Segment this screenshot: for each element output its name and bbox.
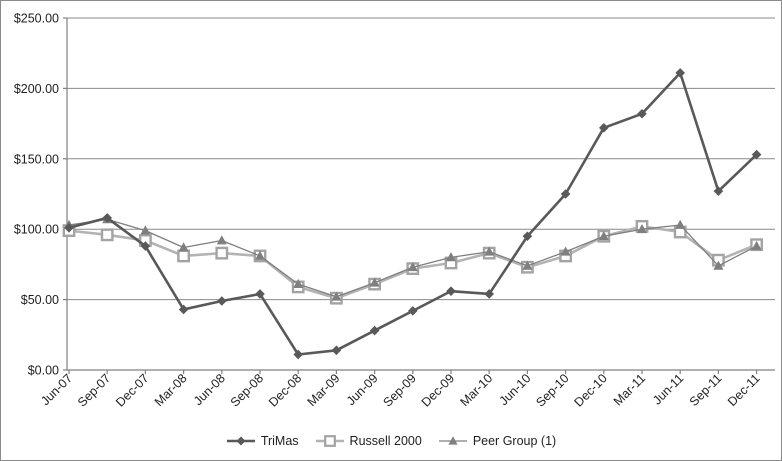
legend-label: Peer Group (1) [472, 434, 557, 448]
chart-legend: TriMas Russell 2000 Peer Group (1) [1, 428, 781, 454]
y-axis-tick-label: $150.00 [14, 152, 59, 166]
x-axis-tick-label: Dec-09 [419, 371, 457, 409]
data-point-marker [751, 149, 762, 160]
russell-2000-line-marker-icon [315, 435, 344, 447]
x-axis-tick-label: Jun-09 [344, 371, 381, 408]
data-point-marker [446, 252, 456, 262]
data-point-marker [331, 291, 342, 301]
y-axis-tick-label: $100.00 [14, 223, 59, 237]
data-point-marker [599, 123, 609, 133]
triangle-marker-icon [448, 436, 458, 445]
data-point-marker [484, 246, 495, 256]
data-point-marker [446, 286, 456, 296]
legend-label: Russell 2000 [349, 434, 422, 448]
legend-item-trimas: TriMas [226, 434, 299, 448]
y-axis-tick-label: $250.00 [14, 12, 59, 26]
data-point-marker [522, 260, 533, 270]
x-axis-tick-label: Dec-07 [113, 371, 151, 409]
x-axis-tick-label: Jun-08 [191, 371, 228, 408]
data-point-marker [369, 277, 380, 287]
data-point-marker [637, 108, 647, 119]
peer-group-line-marker-icon [438, 436, 467, 445]
data-point-marker [560, 246, 571, 256]
data-point-marker [713, 260, 724, 270]
x-axis-tick-label: Sep-09 [381, 371, 419, 409]
data-point-marker [255, 289, 265, 299]
legend-item-peer-group: Peer Group (1) [438, 434, 556, 448]
data-point-marker [216, 235, 227, 245]
data-point-marker [560, 189, 571, 199]
series-line-peer-group-1- [68, 218, 757, 298]
legend-item-russell-2000: Russell 2000 [315, 434, 422, 448]
x-axis-tick-label: Jun-10 [497, 371, 534, 408]
data-point-marker [64, 222, 74, 233]
x-axis-tick-label: Jun-11 [650, 371, 686, 407]
data-point-marker [178, 242, 189, 252]
data-point-marker [598, 231, 609, 241]
data-point-marker [369, 325, 380, 336]
x-axis-tick-label: Sep-10 [533, 371, 571, 409]
x-axis-tick-label: Mar-11 [611, 371, 648, 408]
x-axis-tick-label: Dec-10 [572, 371, 610, 409]
data-point-marker [217, 296, 227, 306]
data-point-marker [215, 246, 229, 260]
data-point-marker [293, 349, 303, 360]
y-axis-tick-label: $200.00 [14, 82, 59, 96]
x-axis-tick-label: Sep-08 [228, 371, 266, 409]
x-axis-tick-label: Mar-08 [152, 371, 190, 409]
data-point-marker [177, 249, 190, 263]
data-point-marker [675, 68, 685, 78]
data-point-marker [408, 306, 418, 316]
data-point-marker [102, 213, 112, 223]
x-axis-tick-label: Sep-11 [687, 371, 725, 409]
trimas-line-marker-icon [226, 436, 255, 446]
diamond-marker-icon [236, 436, 246, 446]
y-axis-tick-label: $0.00 [28, 364, 59, 378]
data-point-marker [751, 240, 762, 250]
data-point-marker [293, 278, 304, 289]
data-point-marker [637, 224, 647, 234]
data-point-marker [522, 231, 533, 242]
x-axis-tick-label: Mar-10 [457, 371, 495, 409]
data-point-marker [140, 225, 151, 235]
data-point-marker [178, 304, 189, 315]
data-point-marker [331, 345, 342, 356]
data-point-marker [484, 289, 494, 299]
data-point-marker [140, 241, 151, 251]
data-point-marker [713, 186, 724, 196]
data-point-marker [255, 250, 265, 260]
legend-label: TriMas [260, 434, 299, 448]
x-axis-tick-label: Dec-08 [266, 371, 304, 409]
x-axis-tick-label: Mar-09 [305, 371, 343, 409]
data-point-marker [675, 219, 686, 229]
x-axis-tick-label: Sep-07 [75, 371, 113, 409]
data-point-marker [100, 228, 114, 242]
y-axis-tick-label: $50.00 [21, 293, 59, 307]
x-axis-tick-label: Dec-11 [725, 371, 763, 409]
data-point-marker [407, 262, 418, 272]
open-square-marker-icon [323, 435, 336, 447]
